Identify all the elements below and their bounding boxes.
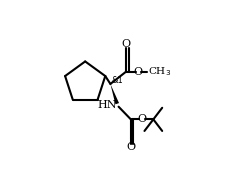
Text: CH$_3$: CH$_3$ bbox=[148, 65, 171, 78]
Polygon shape bbox=[110, 84, 119, 104]
Text: O: O bbox=[137, 114, 146, 124]
Text: HN: HN bbox=[98, 100, 117, 110]
Text: O: O bbox=[122, 39, 131, 49]
Text: O: O bbox=[134, 67, 143, 77]
Text: O: O bbox=[126, 142, 135, 152]
Text: &1: &1 bbox=[112, 76, 123, 85]
